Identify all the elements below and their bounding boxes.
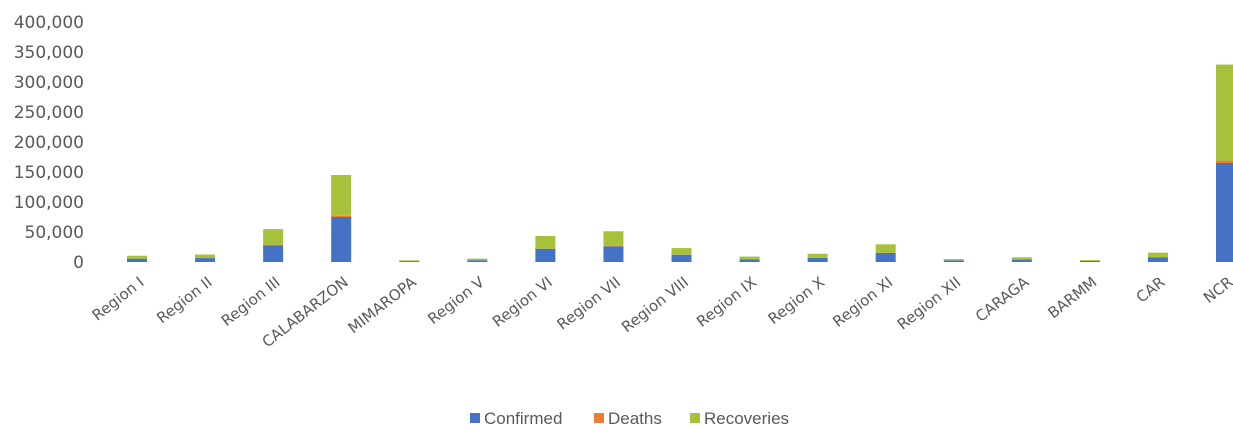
bar-recoveries: [671, 248, 692, 255]
bar-recoveries: [399, 260, 420, 262]
bar-recoveries: [807, 253, 828, 258]
bar-confirmed: [875, 253, 896, 262]
y-tick-label: 200,000: [14, 133, 84, 153]
bar-confirmed: [603, 246, 624, 262]
bar-deaths: [603, 245, 624, 247]
legend: Confirmed Deaths Recoveries: [470, 409, 789, 428]
bar-stack: [399, 260, 420, 262]
bar-recoveries: [1147, 252, 1168, 258]
bar-recoveries: [467, 258, 488, 261]
bar-stack: [1011, 257, 1032, 262]
legend-swatch: [470, 413, 480, 423]
y-tick-label: 150,000: [14, 163, 84, 183]
bar-stack: [603, 231, 624, 262]
bar-recoveries: [1011, 257, 1032, 260]
legend-label: Confirmed: [484, 409, 562, 428]
bars: [127, 64, 1233, 262]
bar-stack: [943, 259, 964, 262]
x-tick-label: BARMM: [1044, 273, 1100, 322]
bar-recoveries: [1216, 64, 1233, 161]
legend-item: Recoveries: [690, 409, 789, 428]
bar-stack: [1216, 64, 1233, 262]
y-axis: 0 50,000 100,000 150,000 200,000 250,000 300,0…: [14, 13, 84, 273]
bar-stack: [807, 253, 828, 262]
legend-swatch: [594, 413, 604, 423]
bar-confirmed: [263, 245, 284, 262]
x-tick-label: CAR: [1133, 273, 1169, 306]
x-tick-label: Region VI: [489, 273, 556, 331]
bar-recoveries: [195, 254, 216, 259]
x-tick-label: Region X: [765, 273, 828, 328]
bar-confirmed: [739, 259, 760, 262]
bar-confirmed: [1079, 260, 1100, 262]
bar-confirmed: [467, 260, 488, 262]
bar-confirmed: [807, 257, 828, 262]
x-tick-label: Region XII: [894, 273, 964, 334]
bar-confirmed: [535, 248, 556, 262]
bar-stack: [1147, 252, 1168, 262]
bar-recoveries: [739, 256, 760, 260]
y-tick-label: 50,000: [25, 223, 84, 243]
bar-recoveries: [875, 244, 896, 253]
legend-swatch: [690, 413, 700, 423]
y-tick-label: 350,000: [14, 43, 84, 63]
bar-deaths: [331, 215, 352, 217]
bar-stack: [875, 244, 896, 262]
bar-stack: [127, 255, 147, 262]
bar-confirmed: [1147, 257, 1168, 262]
bar-stack: [467, 258, 488, 262]
bar-recoveries: [263, 229, 284, 245]
x-axis: Region I Region II Region IIICALABARZONMIM…: [89, 273, 1233, 352]
bar-recoveries: [603, 231, 624, 246]
bar-confirmed: [399, 261, 420, 262]
x-tick-label: Region III: [218, 273, 284, 330]
bar-recoveries: [331, 175, 352, 216]
bar-stack: [331, 175, 352, 262]
x-tick-label: MIMAROPA: [345, 273, 421, 338]
bar-recoveries: [943, 259, 964, 261]
x-tick-label: NCR: [1200, 273, 1233, 307]
bar-recoveries: [127, 255, 147, 259]
bar-stack: [671, 248, 692, 262]
bar-stack: [535, 236, 556, 262]
bar-stack: [195, 254, 216, 262]
bar-confirmed: [127, 258, 147, 262]
legend-label: Recoveries: [704, 409, 789, 428]
y-tick-label: 400,000: [14, 13, 84, 33]
bar-confirmed: [671, 254, 692, 262]
x-tick-label: Region V: [424, 273, 488, 329]
bar-recoveries: [535, 236, 556, 249]
legend-item: Deaths: [594, 409, 662, 428]
y-tick-label: 300,000: [14, 73, 84, 93]
bar-confirmed: [1216, 163, 1233, 262]
x-tick-label: CARAGA: [972, 273, 1033, 326]
x-tick-label: Region VIII: [618, 273, 692, 336]
y-tick-label: 0: [73, 253, 84, 273]
y-tick-label: 250,000: [14, 103, 84, 123]
bar-deaths: [1216, 160, 1233, 163]
bar-stack: [1079, 259, 1100, 262]
legend-label: Deaths: [608, 409, 662, 428]
bar-recoveries: [1079, 259, 1100, 261]
bar-stack: [739, 256, 760, 262]
x-tick-label: Region I: [89, 273, 148, 324]
bar-confirmed: [1011, 259, 1032, 262]
bar-confirmed: [943, 260, 964, 262]
x-tick-label: Region IX: [693, 273, 760, 331]
y-tick-label: 100,000: [14, 193, 84, 213]
x-tick-label: Region VII: [554, 273, 624, 334]
bar-confirmed: [195, 258, 216, 262]
x-tick-label: Region II: [153, 273, 215, 327]
bar-stack: [263, 229, 284, 262]
x-tick-label: Region XI: [829, 273, 896, 331]
bar-confirmed: [331, 217, 352, 262]
legend-item: Confirmed: [470, 409, 562, 428]
